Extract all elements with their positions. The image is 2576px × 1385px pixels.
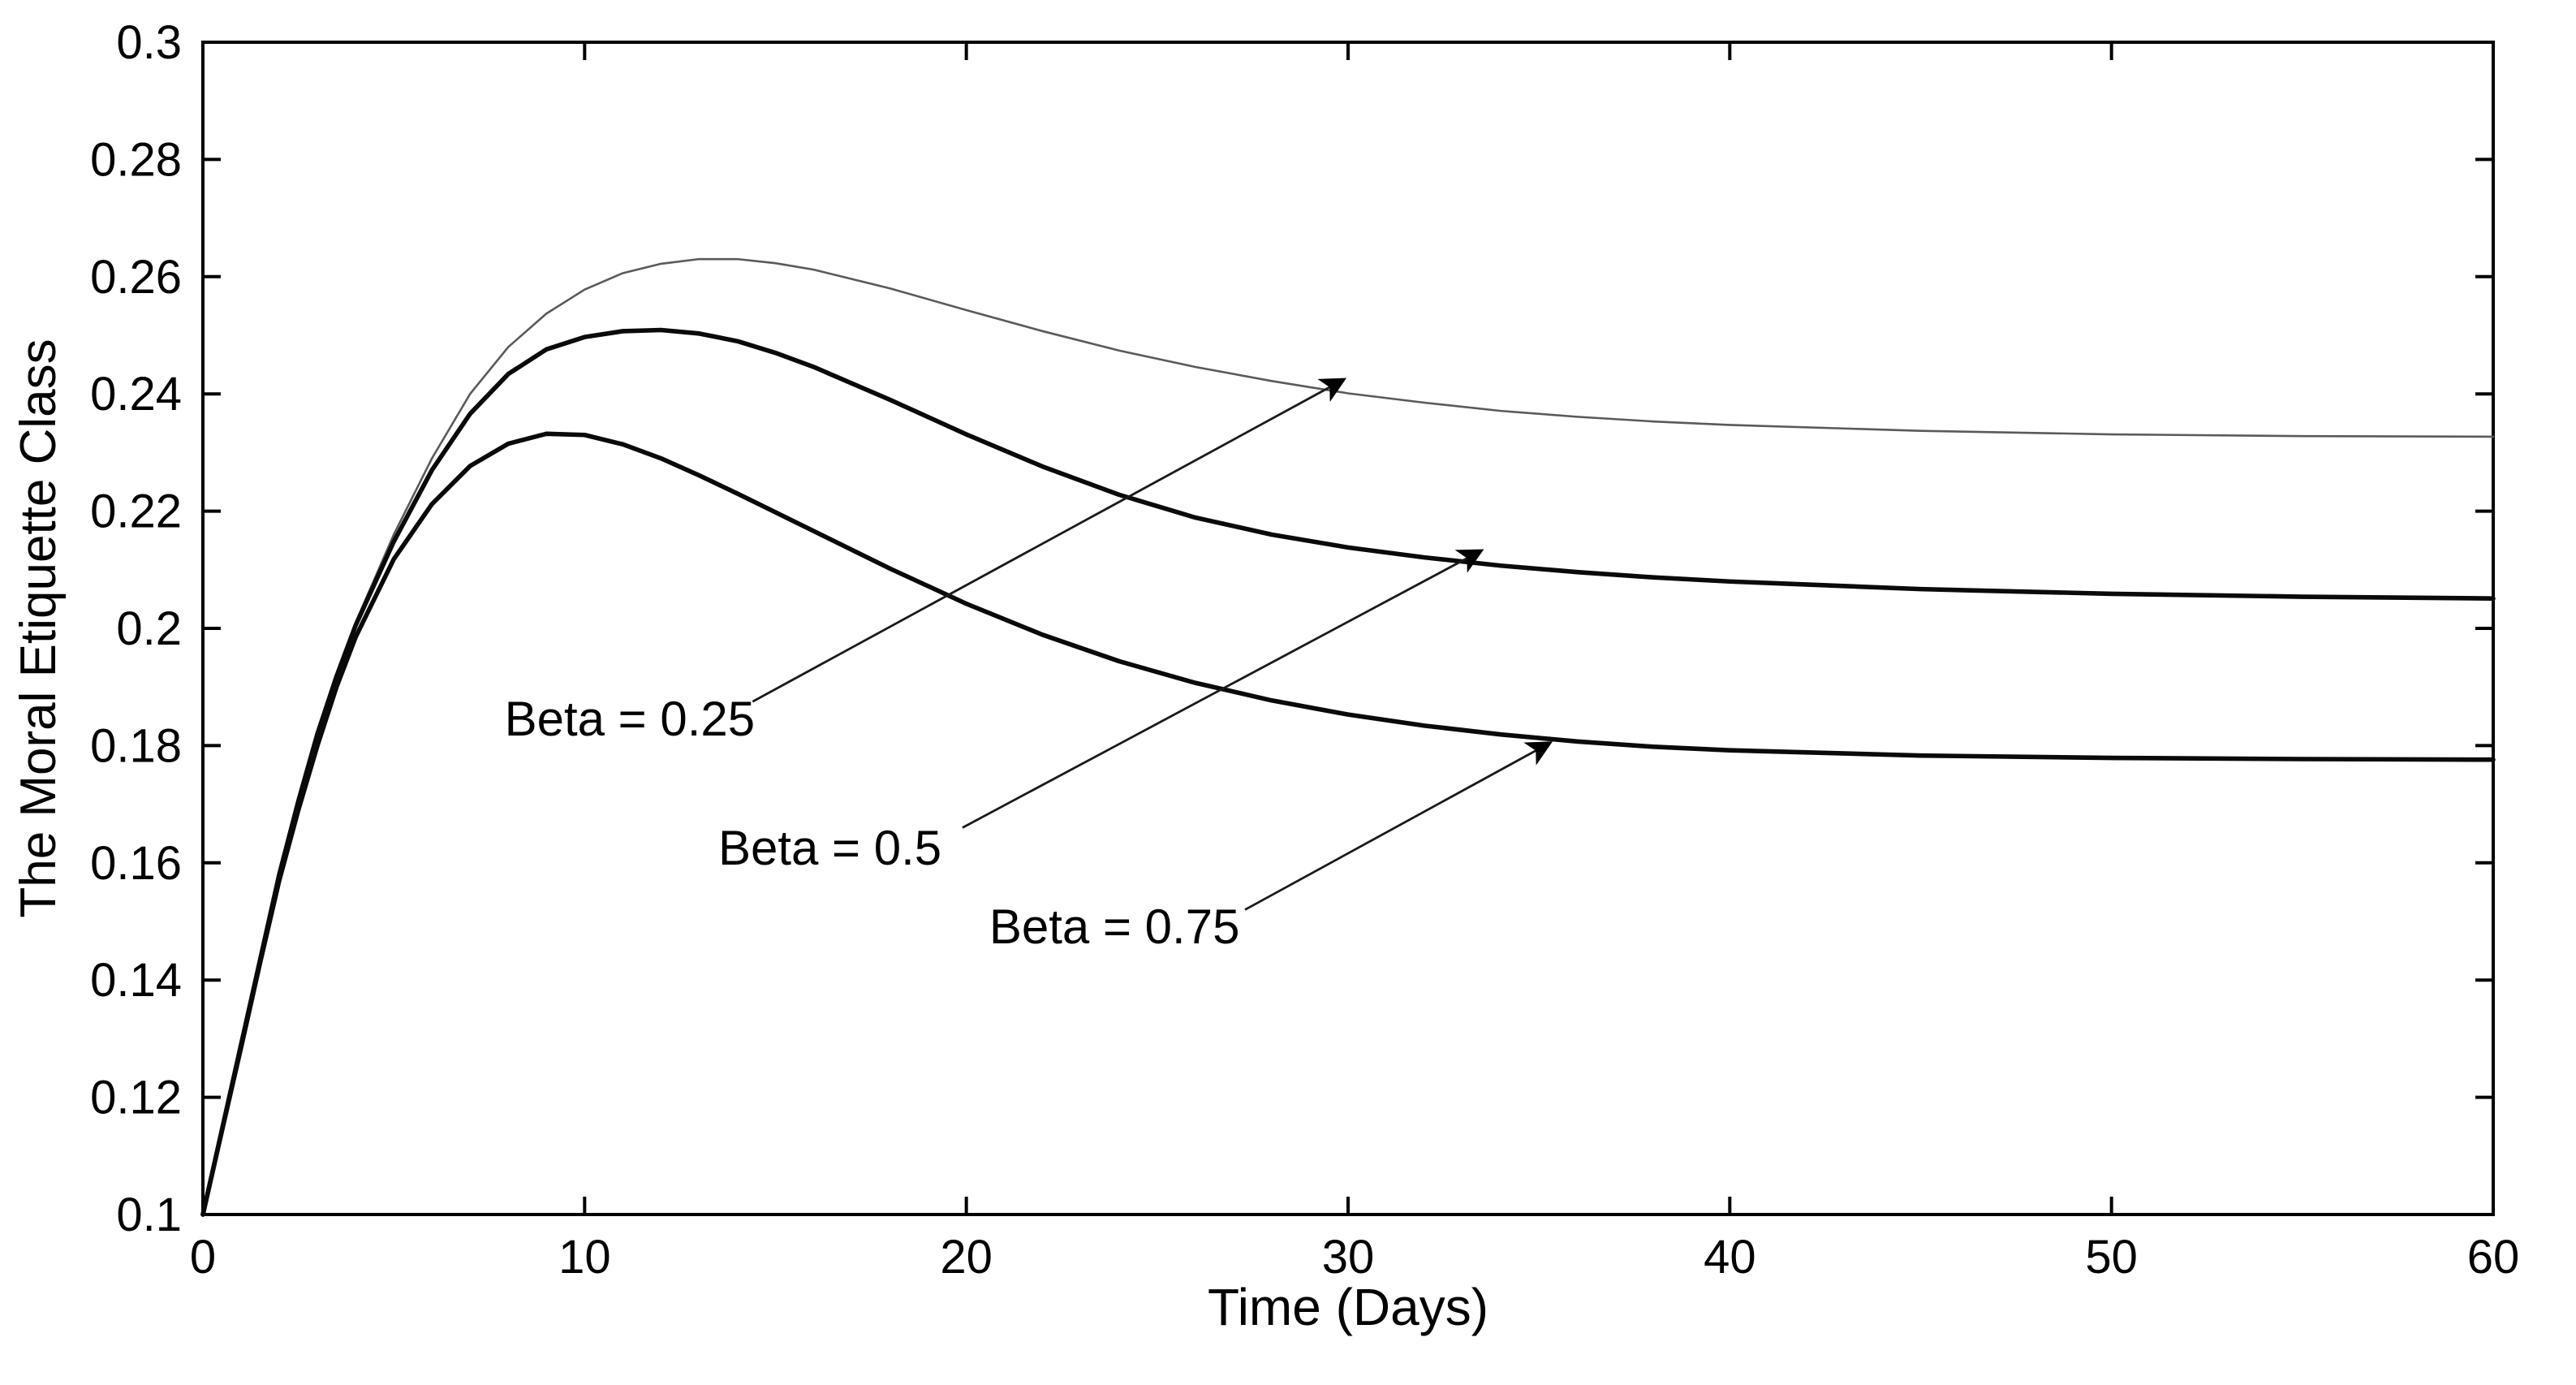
y-tick-label: 0.14	[90, 954, 182, 1007]
annotation-arrow-2	[1244, 741, 1553, 911]
y-tick-label: 0.18	[90, 719, 182, 772]
x-tick-label: 60	[2467, 1231, 2520, 1284]
x-tick-label: 30	[1322, 1231, 1375, 1284]
y-tick-label: 0.24	[90, 368, 182, 421]
y-tick-label: 0.22	[90, 485, 182, 538]
annotation-arrow-0	[752, 378, 1347, 703]
y-tick-label: 0.1	[116, 1189, 182, 1241]
y-tick-label: 0.16	[90, 837, 182, 890]
x-tick-label: 20	[940, 1231, 993, 1284]
plot-box	[201, 41, 2495, 1216]
y-tick-label: 0.3	[116, 16, 182, 69]
y-tick-label: 0.12	[90, 1072, 182, 1124]
y-axis-label: The Moral Etiquette Class	[11, 339, 67, 917]
x-tick-label: 50	[2085, 1231, 2138, 1284]
annotation-label-2: Beta = 0.75	[989, 900, 1240, 954]
annotation-label-0: Beta = 0.25	[505, 692, 756, 746]
y-tick-label: 0.26	[90, 251, 182, 304]
y-tick-label: 0.2	[116, 602, 182, 655]
annotation-arrow-1	[962, 549, 1484, 829]
x-tick-label: 10	[558, 1231, 611, 1284]
y-tick-label: 0.28	[90, 133, 182, 186]
x-tick-label: 40	[1704, 1231, 1756, 1284]
annotation-label-1: Beta = 0.5	[718, 821, 941, 875]
x-tick-label: 0	[190, 1231, 216, 1284]
series-line-1	[200, 327, 2496, 1217]
x-axis-label: Time (Days)	[1208, 1278, 1488, 1336]
series-line-2	[200, 431, 2496, 1217]
